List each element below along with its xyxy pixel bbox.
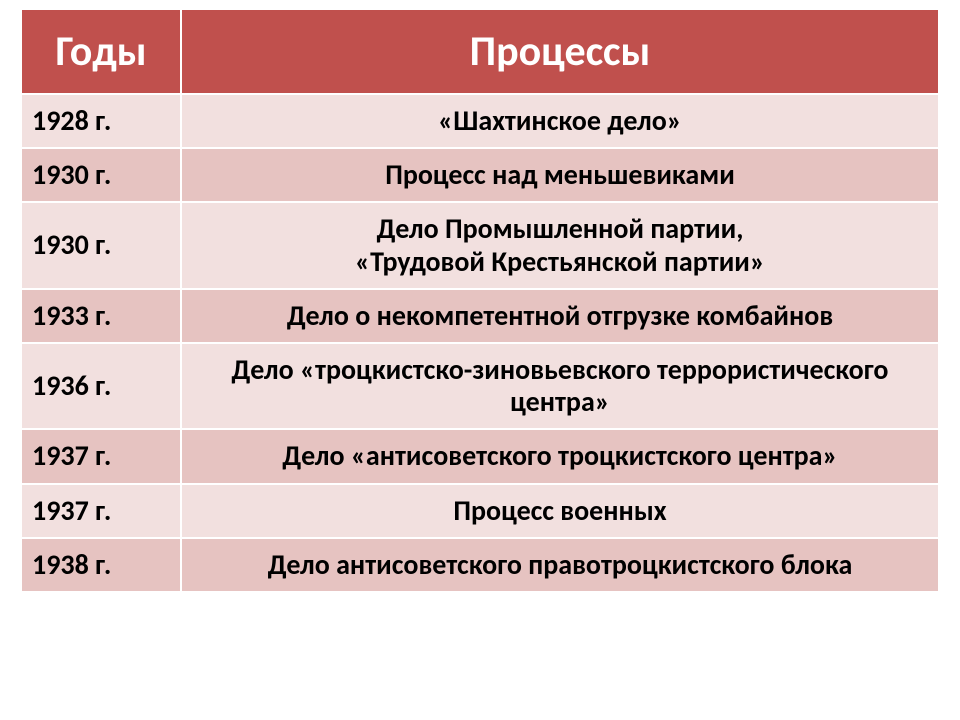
cell-year: 1938 г.	[21, 538, 181, 592]
cell-process: Дело антисоветского правотроцкистского б…	[181, 538, 939, 592]
table-row: 1937 г. Дело «антисоветского троцкистско…	[21, 429, 939, 483]
cell-year: 1930 г.	[21, 202, 181, 288]
processes-table: Годы Процессы 1928 г. «Шахтинское дело» …	[20, 8, 940, 593]
table-row: 1930 г. Процесс над меньшевиками	[21, 148, 939, 202]
table-row: 1930 г. Дело Промышленной партии,«Трудов…	[21, 202, 939, 288]
cell-year: 1937 г.	[21, 429, 181, 483]
cell-process: «Шахтинское дело»	[181, 94, 939, 148]
cell-process: Процесс военных	[181, 484, 939, 538]
cell-year: 1933 г.	[21, 289, 181, 343]
cell-process: Процесс над меньшевиками	[181, 148, 939, 202]
cell-year: 1930 г.	[21, 148, 181, 202]
cell-process: Дело «троцкистско-зиновьевского террорис…	[181, 343, 939, 429]
cell-year: 1928 г.	[21, 94, 181, 148]
cell-year: 1936 г.	[21, 343, 181, 429]
cell-process: Дело о некомпетентной отгрузке комбайнов	[181, 289, 939, 343]
slide-stage: Годы Процессы 1928 г. «Шахтинское дело» …	[0, 0, 960, 720]
table-row: 1933 г. Дело о некомпетентной отгрузке к…	[21, 289, 939, 343]
col-header-processes: Процессы	[181, 9, 939, 94]
table-row: 1937 г. Процесс военных	[21, 484, 939, 538]
table-row: 1938 г. Дело антисоветского правотроцкис…	[21, 538, 939, 592]
cell-year: 1937 г.	[21, 484, 181, 538]
table-row: 1928 г. «Шахтинское дело»	[21, 94, 939, 148]
table-header-row: Годы Процессы	[21, 9, 939, 94]
table-body: 1928 г. «Шахтинское дело» 1930 г. Процес…	[21, 94, 939, 592]
cell-process: Дело Промышленной партии,«Трудовой Крест…	[181, 202, 939, 288]
col-header-years: Годы	[21, 9, 181, 94]
table-row: 1936 г. Дело «троцкистско-зиновьевского …	[21, 343, 939, 429]
cell-process: Дело «антисоветского троцкистского центр…	[181, 429, 939, 483]
